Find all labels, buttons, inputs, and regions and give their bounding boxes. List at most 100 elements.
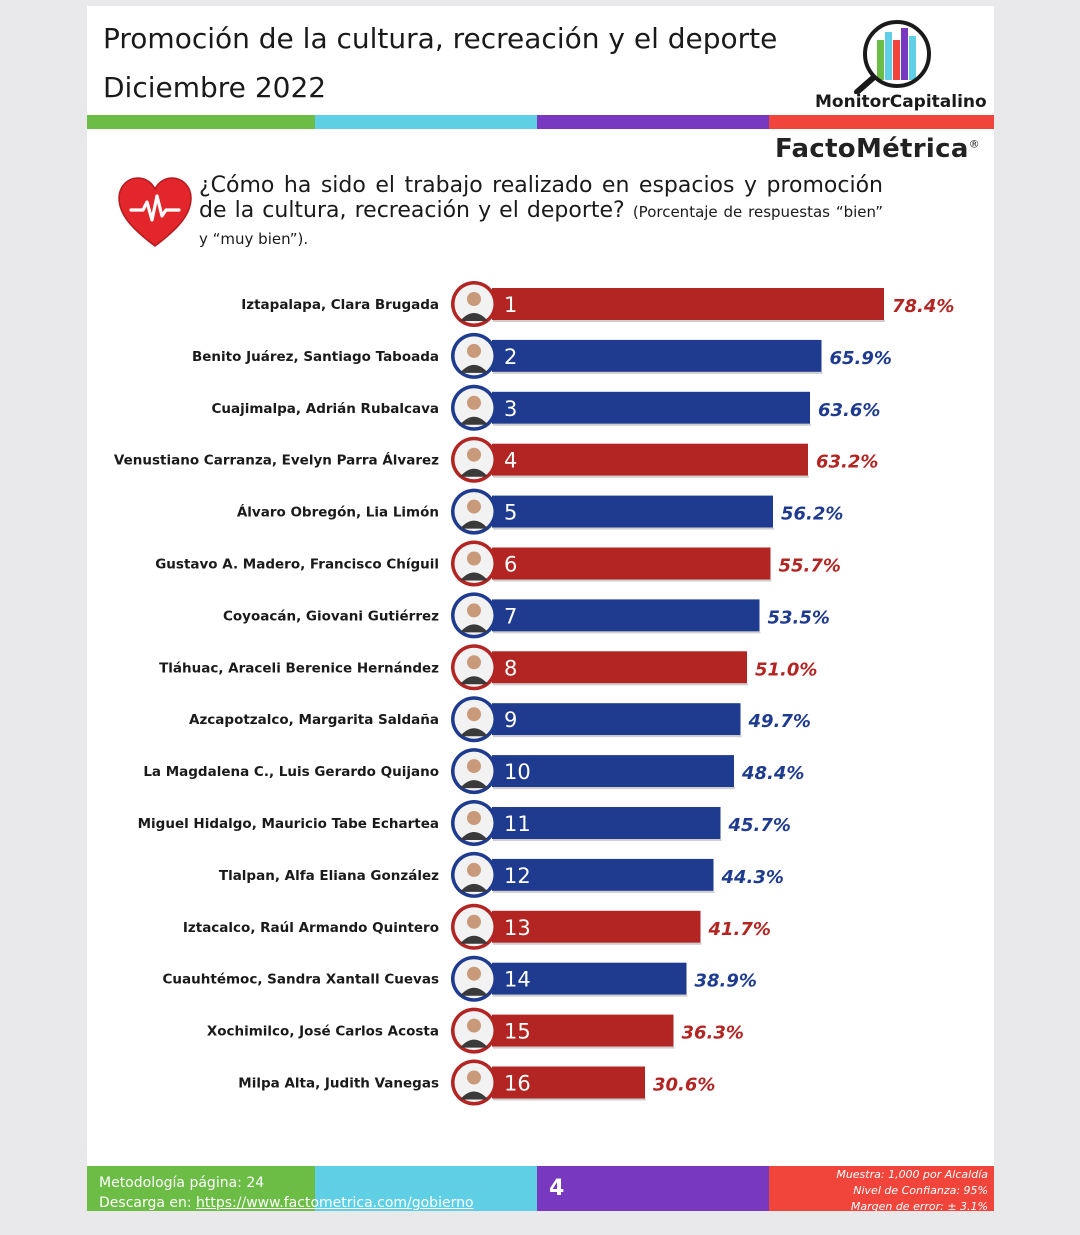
rank-label: 11 <box>504 812 531 836</box>
rank-label: 4 <box>504 449 517 473</box>
bar <box>492 443 808 476</box>
portrait-head <box>467 395 481 410</box>
value-label: 44.3% <box>721 867 784 888</box>
portrait-head <box>467 966 481 981</box>
bar-shadow <box>493 631 761 634</box>
color-stripe-green <box>87 115 315 129</box>
bar-shadow <box>493 423 811 426</box>
bar-shadow <box>493 527 774 530</box>
portrait-body <box>460 572 488 581</box>
category-label: Azcapotzalco, Margarita Saldaña <box>189 712 439 728</box>
portrait-body <box>460 468 488 477</box>
portrait-head <box>467 759 481 774</box>
color-stripe-purple <box>537 115 769 129</box>
rank-label: 2 <box>504 345 517 369</box>
category-label: Iztacalco, Raúl Armando Quintero <box>183 920 439 936</box>
portrait-body <box>460 832 488 840</box>
rank-label: 14 <box>504 968 531 992</box>
brand-factometrica: FactoMétrica® <box>775 134 980 164</box>
portrait-body <box>460 987 488 996</box>
question-text: ¿Cómo ha sido el trabajo realizado en es… <box>199 173 883 223</box>
value-label: 38.9% <box>695 971 757 992</box>
value-label: 30.6% <box>653 1075 715 1096</box>
value-label: 53.5% <box>768 607 830 628</box>
value-label: 78.4% <box>892 296 954 317</box>
bar-shadow <box>493 683 748 686</box>
category-label: Tlalpan, Alfa Eliana González <box>219 868 439 884</box>
monitor-capitalino-logo: MonitorCapitalino <box>799 10 989 115</box>
registered-mark: ® <box>968 137 980 151</box>
download-line: Descarga en: https://www.factometrica.co… <box>99 1193 474 1211</box>
category-label: Coyoacán, Giovani Gutiérrez <box>223 608 439 624</box>
rank-label: 3 <box>504 397 517 421</box>
bar <box>492 703 741 736</box>
bar <box>492 651 747 684</box>
rank-label: 8 <box>504 656 517 680</box>
value-label: 49.7% <box>748 711 811 732</box>
title-line-2: Diciembre 2022 <box>103 71 327 104</box>
bar <box>492 339 822 372</box>
portrait-head <box>467 292 481 306</box>
page-number: 4 <box>549 1176 565 1201</box>
heart-pulse-icon <box>118 177 192 247</box>
portrait-body <box>460 883 488 892</box>
bar-shadow <box>493 839 722 841</box>
portrait-head <box>467 603 481 618</box>
portrait-head <box>467 1018 481 1033</box>
bar-shadow <box>493 890 715 893</box>
bar <box>492 1066 645 1099</box>
portrait-body <box>460 1091 488 1100</box>
value-label: 51.0% <box>755 659 817 680</box>
category-label: Xochimilco, José Carlos Acosta <box>207 1024 439 1040</box>
download-label: Descarga en: <box>99 1195 197 1211</box>
page-title: Promoción de la cultura, recreación y el… <box>103 14 777 112</box>
portrait-head <box>467 447 481 462</box>
brand-facto-text: FactoMétrica <box>774 134 969 164</box>
rank-label: 9 <box>504 708 517 732</box>
portrait-body <box>460 935 488 944</box>
page-footer: Metodología página: 24 Descarga en: http… <box>87 1166 994 1211</box>
value-label: 65.9% <box>830 348 892 369</box>
bar <box>492 495 773 528</box>
category-label: Iztapalapa, Clara Brugada <box>241 297 439 313</box>
category-label: Venustiano Carranza, Evelyn Parra Álvare… <box>114 452 439 469</box>
portrait-head <box>467 811 481 825</box>
rank-label: 7 <box>504 604 517 628</box>
category-label: La Magdalena C., Luis Gerardo Quijano <box>143 764 439 780</box>
methodology-page: Metodología página: 24 <box>99 1175 265 1191</box>
magnifier-bars-icon <box>854 20 931 94</box>
footer-segment-purple <box>537 1166 769 1211</box>
rank-label: 15 <box>504 1020 531 1044</box>
category-label: Benito Juárez, Santiago Taboada <box>192 349 439 365</box>
footer-segment-green <box>87 1166 315 1211</box>
portrait-head <box>467 655 481 670</box>
value-label: 45.7% <box>728 815 791 836</box>
footer-segment-cyan <box>315 1166 537 1211</box>
color-stripe-cyan <box>315 115 537 129</box>
rank-label: 6 <box>504 553 517 577</box>
category-label: Álvaro Obregón, Lia Limón <box>237 504 439 521</box>
category-label: Gustavo A. Madero, Francisco Chíguil <box>155 557 439 573</box>
value-label: 55.7% <box>779 556 841 577</box>
methodology-note: Metodología página: 24 Descarga en: http… <box>99 1173 474 1211</box>
bar-shadow <box>493 371 823 374</box>
bar <box>492 807 721 839</box>
bar-shadow <box>493 579 772 582</box>
rank-label: 12 <box>504 864 531 888</box>
bar-shadow <box>493 1098 646 1101</box>
bar <box>492 962 687 995</box>
title-line-1: Promoción de la cultura, recreación y el… <box>103 22 778 55</box>
portrait-body <box>460 1039 488 1048</box>
value-label: 36.3% <box>682 1023 744 1044</box>
portrait-body <box>460 416 488 425</box>
bar-shadow <box>493 942 702 945</box>
confidence-note: Nivel de Confianza: 95% <box>853 1184 988 1197</box>
rank-label: 1 <box>504 293 517 317</box>
rank-label: 13 <box>504 916 531 940</box>
value-label: 56.2% <box>781 504 843 525</box>
portrait-head <box>467 914 481 929</box>
margin-note: Margen de error: ± 3.1% <box>850 1200 988 1211</box>
bar <box>492 910 701 943</box>
download-link[interactable]: https://www.factometrica.com/gobierno <box>196 1195 474 1211</box>
category-label: Miguel Hidalgo, Mauricio Tabe Echartea <box>138 816 439 832</box>
